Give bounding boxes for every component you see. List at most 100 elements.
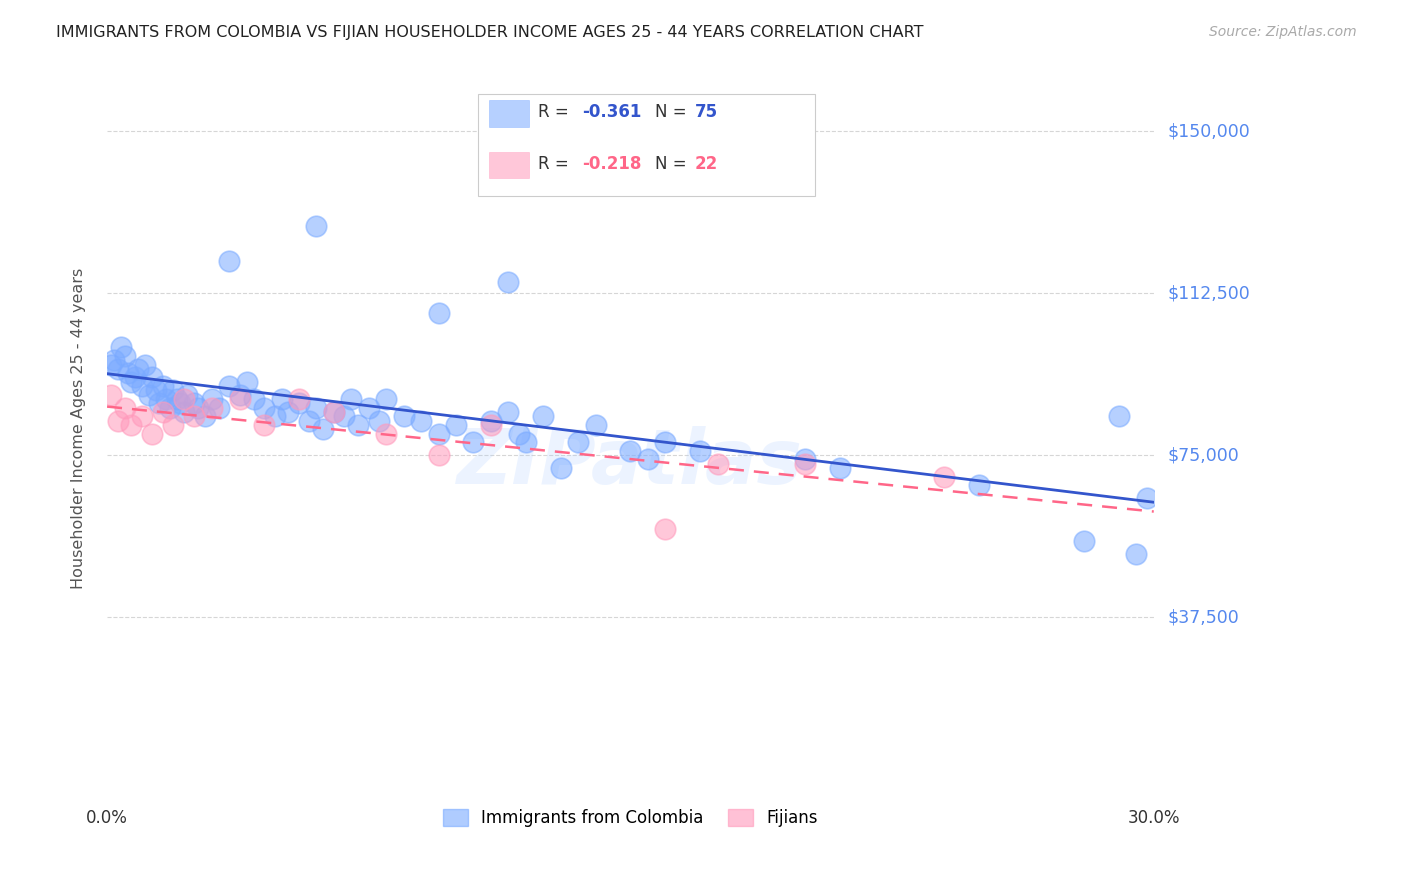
- Text: $150,000: $150,000: [1167, 122, 1250, 140]
- Point: [409, 414, 432, 428]
- Point: [479, 417, 502, 432]
- Point: [793, 457, 815, 471]
- Point: [969, 478, 991, 492]
- Point: [201, 392, 224, 406]
- Point: [305, 219, 328, 234]
- Point: [305, 401, 328, 415]
- Point: [368, 414, 391, 428]
- Point: [110, 340, 132, 354]
- Text: -0.218: -0.218: [582, 155, 641, 173]
- Point: [218, 253, 240, 268]
- Point: [828, 461, 851, 475]
- Point: [427, 426, 450, 441]
- Point: [1108, 409, 1130, 424]
- Point: [1136, 491, 1159, 506]
- Point: [298, 414, 321, 428]
- Point: [138, 388, 160, 402]
- Point: [152, 379, 174, 393]
- Point: [375, 392, 398, 406]
- Point: [208, 401, 231, 415]
- Point: [253, 417, 276, 432]
- Text: $37,500: $37,500: [1167, 608, 1240, 626]
- Point: [585, 417, 607, 432]
- Text: IMMIGRANTS FROM COLOMBIA VS FIJIAN HOUSEHOLDER INCOME AGES 25 - 44 YEARS CORRELA: IMMIGRANTS FROM COLOMBIA VS FIJIAN HOUSE…: [56, 25, 924, 40]
- Point: [159, 401, 181, 415]
- Text: R =: R =: [538, 103, 575, 121]
- Text: 30.0%: 30.0%: [1128, 809, 1180, 828]
- Point: [1073, 534, 1095, 549]
- Point: [531, 409, 554, 424]
- Point: [103, 353, 125, 368]
- Point: [637, 452, 659, 467]
- Point: [444, 417, 467, 432]
- Point: [689, 443, 711, 458]
- Point: [479, 414, 502, 428]
- Point: [347, 417, 370, 432]
- Point: [515, 435, 537, 450]
- Point: [100, 388, 122, 402]
- Point: [107, 361, 129, 376]
- Point: [277, 405, 299, 419]
- Legend: Immigrants from Colombia, Fijians: Immigrants from Colombia, Fijians: [436, 802, 825, 834]
- Point: [508, 426, 530, 441]
- Point: [201, 401, 224, 415]
- Point: [152, 405, 174, 419]
- Point: [141, 426, 163, 441]
- Point: [263, 409, 285, 424]
- Text: $112,500: $112,500: [1167, 285, 1250, 302]
- Point: [117, 366, 139, 380]
- Text: 75: 75: [695, 103, 717, 121]
- Point: [253, 401, 276, 415]
- Text: -0.361: -0.361: [582, 103, 641, 121]
- Point: [194, 409, 217, 424]
- Point: [131, 379, 153, 393]
- Text: ZIPatlas: ZIPatlas: [457, 426, 803, 500]
- Point: [166, 392, 188, 406]
- Point: [322, 405, 344, 419]
- Point: [550, 461, 572, 475]
- Point: [463, 435, 485, 450]
- Point: [375, 426, 398, 441]
- Point: [114, 349, 136, 363]
- Point: [121, 375, 143, 389]
- Point: [228, 388, 250, 402]
- Point: [114, 401, 136, 415]
- Point: [498, 405, 520, 419]
- Point: [228, 392, 250, 406]
- Point: [218, 379, 240, 393]
- Point: [173, 405, 195, 419]
- Point: [134, 358, 156, 372]
- Point: [155, 392, 177, 406]
- Point: [183, 396, 205, 410]
- Point: [121, 417, 143, 432]
- Point: [322, 405, 344, 419]
- Point: [141, 370, 163, 384]
- Point: [654, 522, 676, 536]
- Text: 22: 22: [695, 155, 718, 173]
- Text: $75,000: $75,000: [1167, 446, 1240, 464]
- Point: [235, 375, 257, 389]
- Point: [619, 443, 641, 458]
- Point: [162, 384, 184, 398]
- Point: [242, 392, 264, 406]
- Point: [567, 435, 589, 450]
- Point: [127, 361, 149, 376]
- Point: [100, 358, 122, 372]
- Text: R =: R =: [538, 155, 575, 173]
- Text: N =: N =: [655, 103, 692, 121]
- Point: [107, 414, 129, 428]
- Point: [312, 422, 335, 436]
- Text: N =: N =: [655, 155, 692, 173]
- Point: [706, 457, 728, 471]
- Point: [288, 396, 311, 410]
- Point: [145, 384, 167, 398]
- Point: [333, 409, 356, 424]
- Point: [183, 409, 205, 424]
- Y-axis label: Householder Income Ages 25 - 44 years: Householder Income Ages 25 - 44 years: [72, 268, 86, 589]
- Point: [169, 396, 191, 410]
- Point: [288, 392, 311, 406]
- Point: [176, 388, 198, 402]
- Point: [498, 276, 520, 290]
- Point: [340, 392, 363, 406]
- Point: [124, 370, 146, 384]
